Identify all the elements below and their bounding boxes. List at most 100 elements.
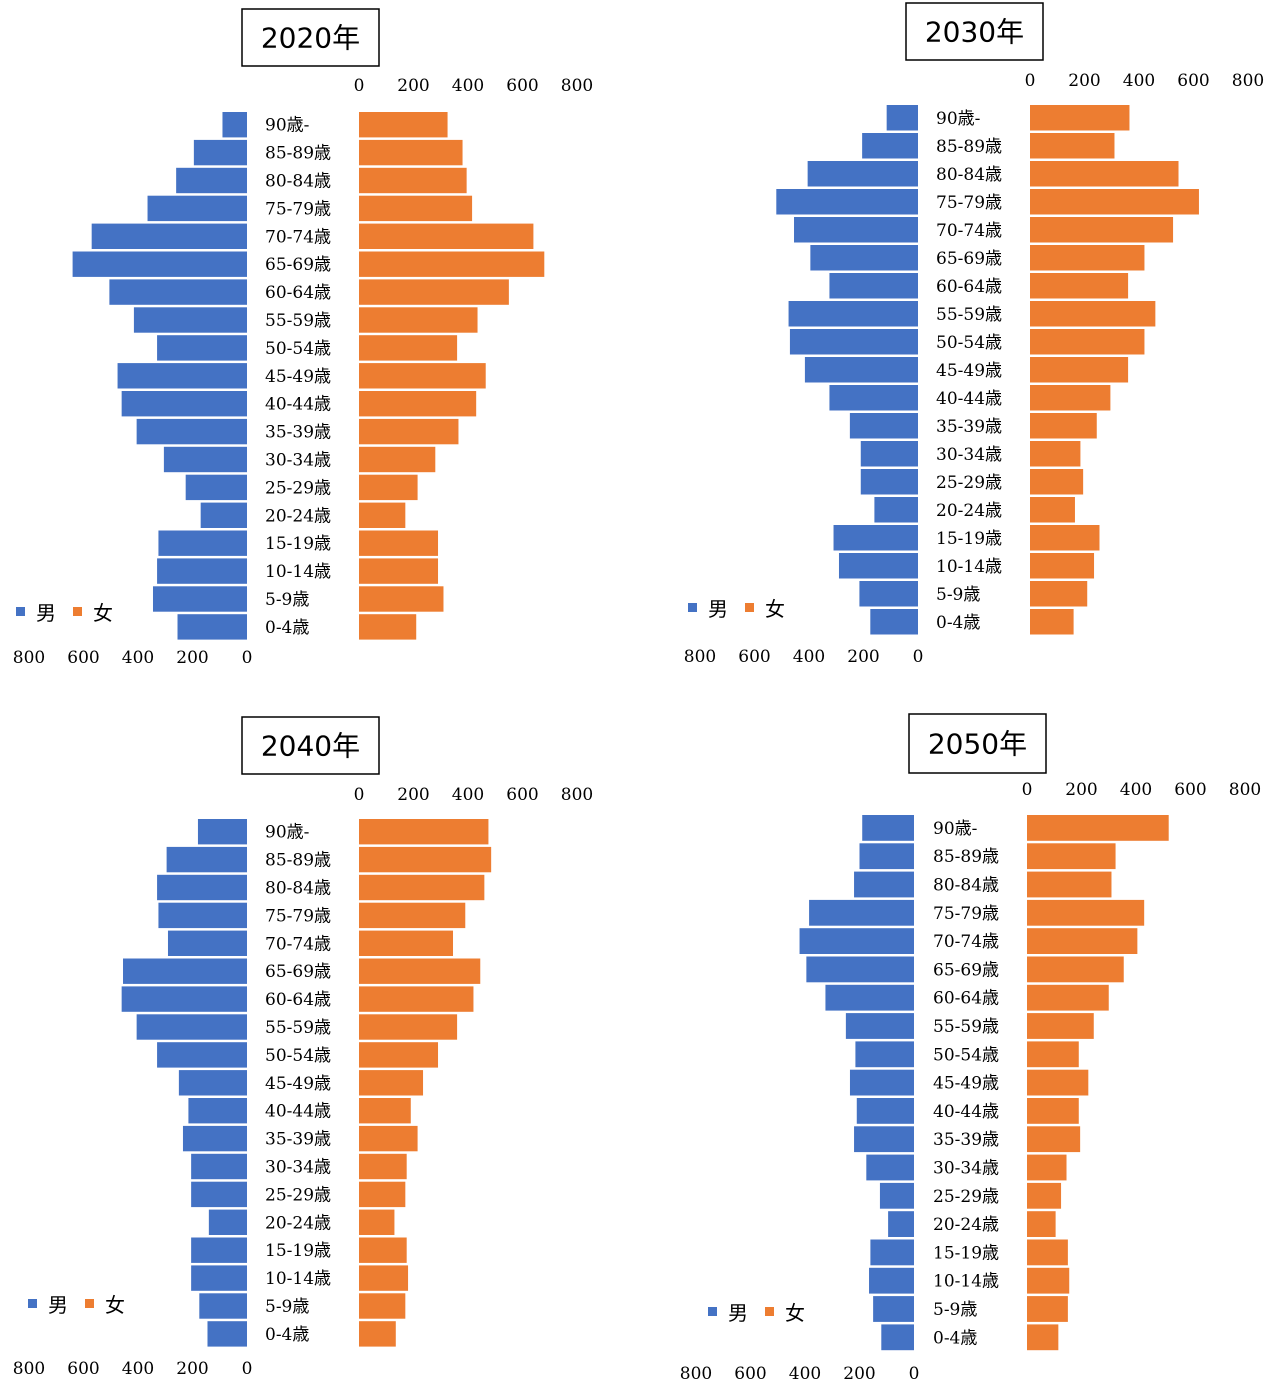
pyramid-3: 2050年 90歳- 85-89歳 80-84歳 75-79歳 70-74歳 65-69歳 6…	[680, 713, 1261, 1383]
tick-label-top: 0	[354, 76, 365, 96]
age-label: 0-4歳	[265, 618, 309, 638]
bar-male	[152, 586, 247, 612]
tick-label-bottom: 400	[793, 647, 825, 667]
bar-female	[1030, 133, 1115, 159]
bar-female	[1027, 956, 1124, 983]
age-label: 60-64歳	[933, 989, 999, 1009]
bar-male	[849, 1069, 914, 1096]
tick-label-bottom: 0	[909, 1364, 920, 1383]
age-label: 60-64歳	[265, 283, 331, 303]
age-label: 45-49歳	[265, 1074, 331, 1094]
bar-female	[359, 586, 444, 612]
bar-female	[359, 1209, 395, 1235]
bar-male	[158, 530, 247, 556]
age-label: 20-24歳	[936, 501, 1002, 521]
age-label: 45-49歳	[265, 367, 331, 387]
bar-male	[855, 1041, 914, 1068]
bar-female	[359, 1070, 424, 1096]
bar-female	[359, 502, 406, 528]
chart-title-box	[908, 713, 1047, 774]
age-label: 75-79歳	[936, 193, 1002, 213]
age-label: 30-34歳	[265, 1158, 331, 1178]
bar-female	[1030, 385, 1111, 411]
bar-male	[188, 1098, 247, 1124]
age-label: 70-74歳	[936, 221, 1002, 241]
age-label: 10-14歳	[933, 1272, 999, 1292]
bar-male	[866, 1154, 914, 1181]
age-label: 65-69歳	[265, 962, 331, 982]
bar-male	[199, 1293, 247, 1319]
legend-swatch-female	[85, 1299, 94, 1308]
bar-male	[888, 1211, 914, 1237]
age-label: 70-74歳	[933, 932, 999, 952]
bar-female	[1027, 1267, 1070, 1294]
tick-label-bottom: 200	[176, 648, 208, 668]
bar-male	[91, 223, 247, 249]
bar-female	[1027, 1182, 1062, 1209]
tick-label-top: 0	[1022, 780, 1033, 800]
bar-female	[1030, 441, 1081, 467]
bar-female	[1030, 245, 1145, 271]
tick-label-bottom: 200	[847, 647, 879, 667]
bar-male	[862, 815, 914, 841]
bar-male	[167, 930, 247, 956]
bar-female	[359, 335, 458, 361]
age-label: 55-59歳	[265, 311, 331, 331]
tick-label-top: 200	[397, 76, 429, 96]
bar-male	[191, 1237, 247, 1263]
bar-male	[178, 1070, 247, 1096]
bar-male	[191, 1265, 247, 1291]
bar-female	[1030, 609, 1074, 635]
bar-male	[788, 301, 918, 327]
tick-label-top: 600	[1177, 71, 1209, 91]
legend-swatch-female	[73, 607, 82, 616]
bar-male	[854, 1126, 914, 1153]
age-label: 40-44歳	[936, 389, 1002, 409]
age-label: 65-69歳	[936, 249, 1002, 269]
tick-label-top: 800	[1232, 71, 1264, 91]
bar-female	[1027, 1126, 1081, 1153]
tick-label-bottom: 600	[67, 648, 99, 668]
legend-swatch-female	[745, 603, 754, 612]
bar-female	[1027, 899, 1145, 926]
age-label: 50-54歳	[933, 1045, 999, 1065]
tick-label-bottom: 400	[789, 1364, 821, 1383]
bar-male	[200, 502, 247, 528]
bar-female	[359, 1293, 406, 1319]
age-label: 75-79歳	[265, 199, 331, 219]
bar-male	[809, 899, 914, 926]
bar-male	[157, 874, 247, 901]
age-label: 5-9歳	[265, 1297, 309, 1317]
pyramid-0: 2020年 90歳- 85-89歳 80-84歳 75-79歳 70-74歳 65-69歳 6…	[13, 8, 593, 668]
pyramid-1: 2030年 90歳- 85-89歳 80-84歳 75-79歳 70-74歳 65-69歳 6…	[684, 2, 1264, 667]
bar-female	[1030, 357, 1129, 383]
legend-swatch-male	[16, 607, 25, 616]
bar-female	[1030, 553, 1095, 579]
bar-female	[1030, 469, 1084, 495]
age-label: 5-9歳	[936, 585, 980, 605]
age-label: 60-64歳	[265, 990, 331, 1010]
bar-male	[804, 357, 918, 383]
age-label: 80-84歳	[265, 172, 331, 192]
bar-female	[359, 1098, 411, 1124]
bar-male	[121, 391, 247, 417]
age-label: 70-74歳	[265, 227, 331, 247]
bar-male	[810, 245, 918, 271]
bar-female	[1027, 1098, 1079, 1124]
age-label: 50-54歳	[936, 333, 1002, 353]
tick-label-bottom: 600	[67, 1359, 99, 1379]
tick-label-top: 600	[506, 76, 538, 96]
bar-male	[158, 902, 247, 929]
age-label: 80-84歳	[265, 879, 331, 899]
bar-female	[359, 307, 478, 333]
age-label: 85-89歳	[933, 847, 999, 867]
age-label: 35-39歳	[936, 417, 1002, 437]
bar-female	[359, 986, 474, 1012]
bar-male	[806, 956, 914, 983]
bar-female	[359, 614, 417, 640]
bar-male	[133, 307, 247, 333]
age-label: 0-4歳	[936, 613, 980, 633]
bar-female	[359, 139, 463, 166]
bar-female	[1030, 525, 1100, 551]
age-label: 70-74歳	[265, 934, 331, 954]
